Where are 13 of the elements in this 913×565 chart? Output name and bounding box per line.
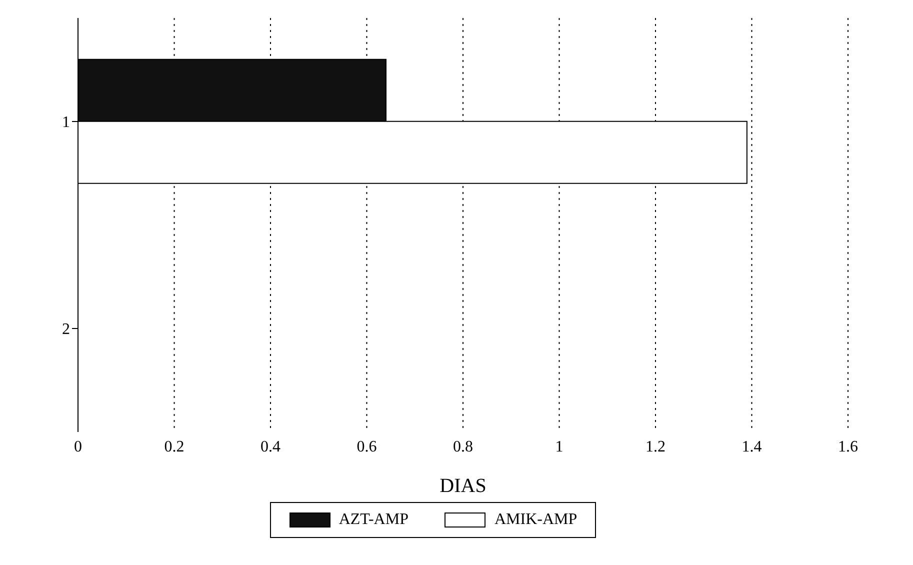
legend-label: AZT-AMP xyxy=(338,511,408,529)
x-tick-label: 0.2 xyxy=(164,438,184,456)
x-tick-label: 1 xyxy=(555,438,564,456)
x-tick-label: 1.4 xyxy=(742,438,762,456)
x-tick-label: 0.8 xyxy=(453,438,473,456)
x-tick-label: 0.4 xyxy=(260,438,280,456)
x-tick-label: 1.2 xyxy=(646,438,666,456)
y-tick-label: 2 xyxy=(62,321,70,338)
legend-label: AMIK-AMP xyxy=(494,511,578,529)
x-tick-label: 0.6 xyxy=(356,438,377,456)
x-tick-label: 1.6 xyxy=(838,438,858,456)
x-axis-title: DIAS xyxy=(440,475,486,497)
x-tick-label: 0 xyxy=(74,438,82,456)
